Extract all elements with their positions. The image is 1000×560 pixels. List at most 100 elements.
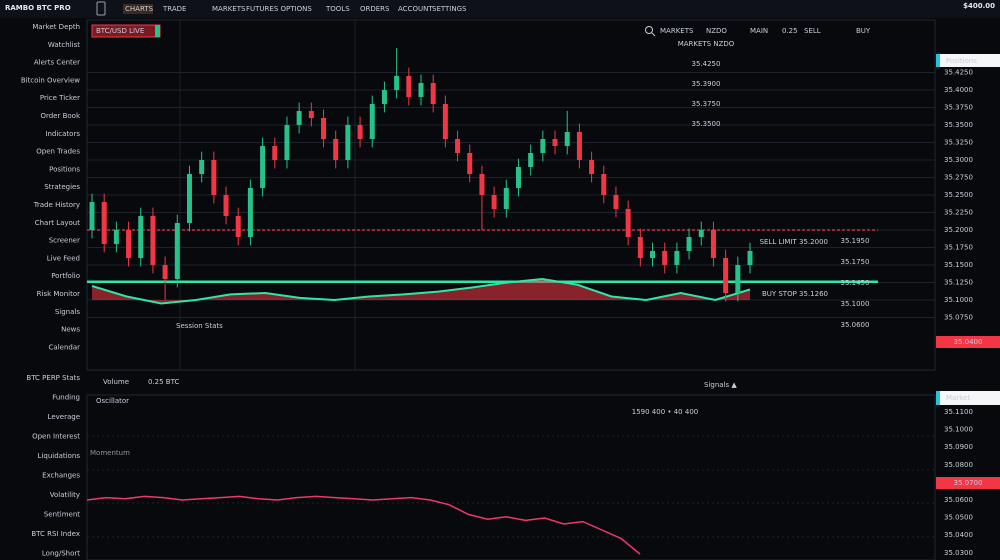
candle-body xyxy=(369,104,375,139)
candle-body xyxy=(211,160,217,195)
brand: RAMBO BTC PRO xyxy=(5,4,71,12)
toolbar-item[interactable]: NZDO xyxy=(706,27,727,35)
axis-label: 35.0300 xyxy=(944,549,973,557)
menu-item[interactable]: TRADE xyxy=(162,5,186,13)
candle-body xyxy=(333,139,339,160)
candle-body xyxy=(113,230,119,244)
sidebar-item[interactable]: Volatility xyxy=(50,491,80,499)
menu-item[interactable]: SETTINGS xyxy=(432,5,467,13)
sidebar-item[interactable]: Liquidations xyxy=(38,452,81,460)
candle-body xyxy=(589,160,595,174)
sidebar-item[interactable]: News xyxy=(61,326,80,334)
axis-label: 35.0600 xyxy=(944,496,973,504)
sidebar-item[interactable]: Exchanges xyxy=(42,472,80,480)
menu-item[interactable]: TOOLS xyxy=(325,5,350,13)
candle-body xyxy=(650,251,656,258)
sidebar-item[interactable]: Order Book xyxy=(40,112,80,120)
sidebar-item[interactable]: Calendar xyxy=(49,343,81,351)
candle-body xyxy=(89,202,95,230)
toolbar-item[interactable]: BUY xyxy=(856,27,871,35)
sidebar-item[interactable]: Long/Short xyxy=(42,550,80,558)
chart-note: Session Stats xyxy=(176,322,223,330)
sidebar-item[interactable]: Price Ticker xyxy=(40,94,80,102)
sidebar-item[interactable]: Risk Monitor xyxy=(37,290,80,298)
tab[interactable] xyxy=(936,391,1000,405)
candle-body xyxy=(491,195,497,209)
sidebar-item[interactable]: Trade History xyxy=(33,201,80,209)
menu-item[interactable]: FUTURES OPTIONS xyxy=(246,5,312,13)
menu-item[interactable]: ORDERS xyxy=(360,5,390,13)
top-bar xyxy=(0,0,1000,18)
candle-body xyxy=(381,90,387,104)
menu-item[interactable]: ACCOUNT xyxy=(398,5,433,13)
sidebar-item[interactable]: Sentiment xyxy=(44,511,80,519)
symbol-button-label[interactable]: BTC/USD LIVE xyxy=(96,27,144,35)
last-price-label: 35.0400 xyxy=(954,338,983,346)
sidebar-item[interactable]: Open Trades xyxy=(36,148,80,156)
y-tick-label: 35.0750 xyxy=(944,314,973,322)
search-icon[interactable] xyxy=(645,26,653,34)
symbol-button-accent xyxy=(155,25,160,37)
candle-body xyxy=(430,83,436,104)
sidebar-item[interactable]: BTC RSI Index xyxy=(31,530,80,538)
toolbar-item[interactable]: MAIN xyxy=(750,27,768,35)
order-label: MARKETS NZDO xyxy=(678,40,735,48)
sidebar-item[interactable]: Leverage xyxy=(48,413,80,421)
y-tick-label: 35.4250 xyxy=(944,69,973,77)
candle-body xyxy=(479,174,485,195)
candle-body xyxy=(296,111,302,125)
candle-body xyxy=(515,167,521,188)
tab-label[interactable]: Market xyxy=(946,394,970,402)
axis-label: 35.0800 xyxy=(944,461,973,469)
sidebar-item[interactable]: Open Interest xyxy=(32,433,80,441)
sidebar-item[interactable]: Strategies xyxy=(44,183,80,191)
sidebar-item[interactable]: Alerts Center xyxy=(34,59,80,67)
indicator-panel xyxy=(86,394,936,560)
sidebar-item[interactable]: Positions xyxy=(49,165,80,173)
sidebar-item[interactable]: Screener xyxy=(49,237,80,245)
toolbar-item[interactable]: SELL xyxy=(804,27,821,35)
active-tab[interactable] xyxy=(123,4,153,14)
candle-body xyxy=(308,111,314,118)
menu-item[interactable]: CHARTS xyxy=(125,5,154,13)
candle-body xyxy=(345,125,351,160)
candle-body xyxy=(284,125,290,160)
candle-body xyxy=(223,195,229,216)
sidebar-item[interactable]: Market Depth xyxy=(32,23,80,31)
candle-body xyxy=(723,258,729,293)
candle-body xyxy=(126,230,132,258)
tab-label[interactable]: Positions xyxy=(946,57,977,65)
candle-body xyxy=(710,230,716,258)
info-center: 1590 400 • 40 400 xyxy=(632,408,698,416)
tab-accent xyxy=(936,54,940,67)
sidebar-item[interactable]: Watchlist xyxy=(48,41,80,49)
indicator-line xyxy=(86,495,641,555)
axis-label: 35.1000 xyxy=(944,426,973,434)
candle-body xyxy=(552,139,558,146)
tab[interactable] xyxy=(936,54,1000,67)
order-label: 35.3900 xyxy=(692,80,721,88)
sidebar-item[interactable]: Indicators xyxy=(45,130,80,138)
sidebar-item[interactable]: Portfolio xyxy=(51,272,80,280)
toolbar-item[interactable]: 0.25 xyxy=(782,27,798,35)
candle-body xyxy=(686,237,692,251)
axis-label: 35.1100 xyxy=(944,408,973,416)
candle-body xyxy=(674,251,680,265)
y-tick-label: 35.4000 xyxy=(944,86,973,94)
candle-body xyxy=(613,195,619,209)
sidebar-item[interactable]: Bitcoin Overview xyxy=(21,76,80,84)
candle-body xyxy=(199,160,205,174)
sidebar-item[interactable]: Signals xyxy=(55,308,81,316)
toolbar-item[interactable]: MARKETS xyxy=(660,27,694,35)
sidebar-item[interactable]: Funding xyxy=(52,394,80,402)
sidebar-item[interactable]: BTC PERP Stats xyxy=(26,374,80,382)
menu-item[interactable]: MARKETS xyxy=(212,5,246,13)
candle-body xyxy=(540,139,546,153)
candle-body xyxy=(357,125,363,139)
y-tick-label: 35.1500 xyxy=(944,261,973,269)
candle-body xyxy=(174,223,180,279)
sidebar-item[interactable]: Live Feed xyxy=(47,254,80,262)
side-label: 35.1000 xyxy=(841,300,870,308)
info-left: Volume xyxy=(103,378,129,386)
sidebar-item[interactable]: Chart Layout xyxy=(35,219,81,227)
